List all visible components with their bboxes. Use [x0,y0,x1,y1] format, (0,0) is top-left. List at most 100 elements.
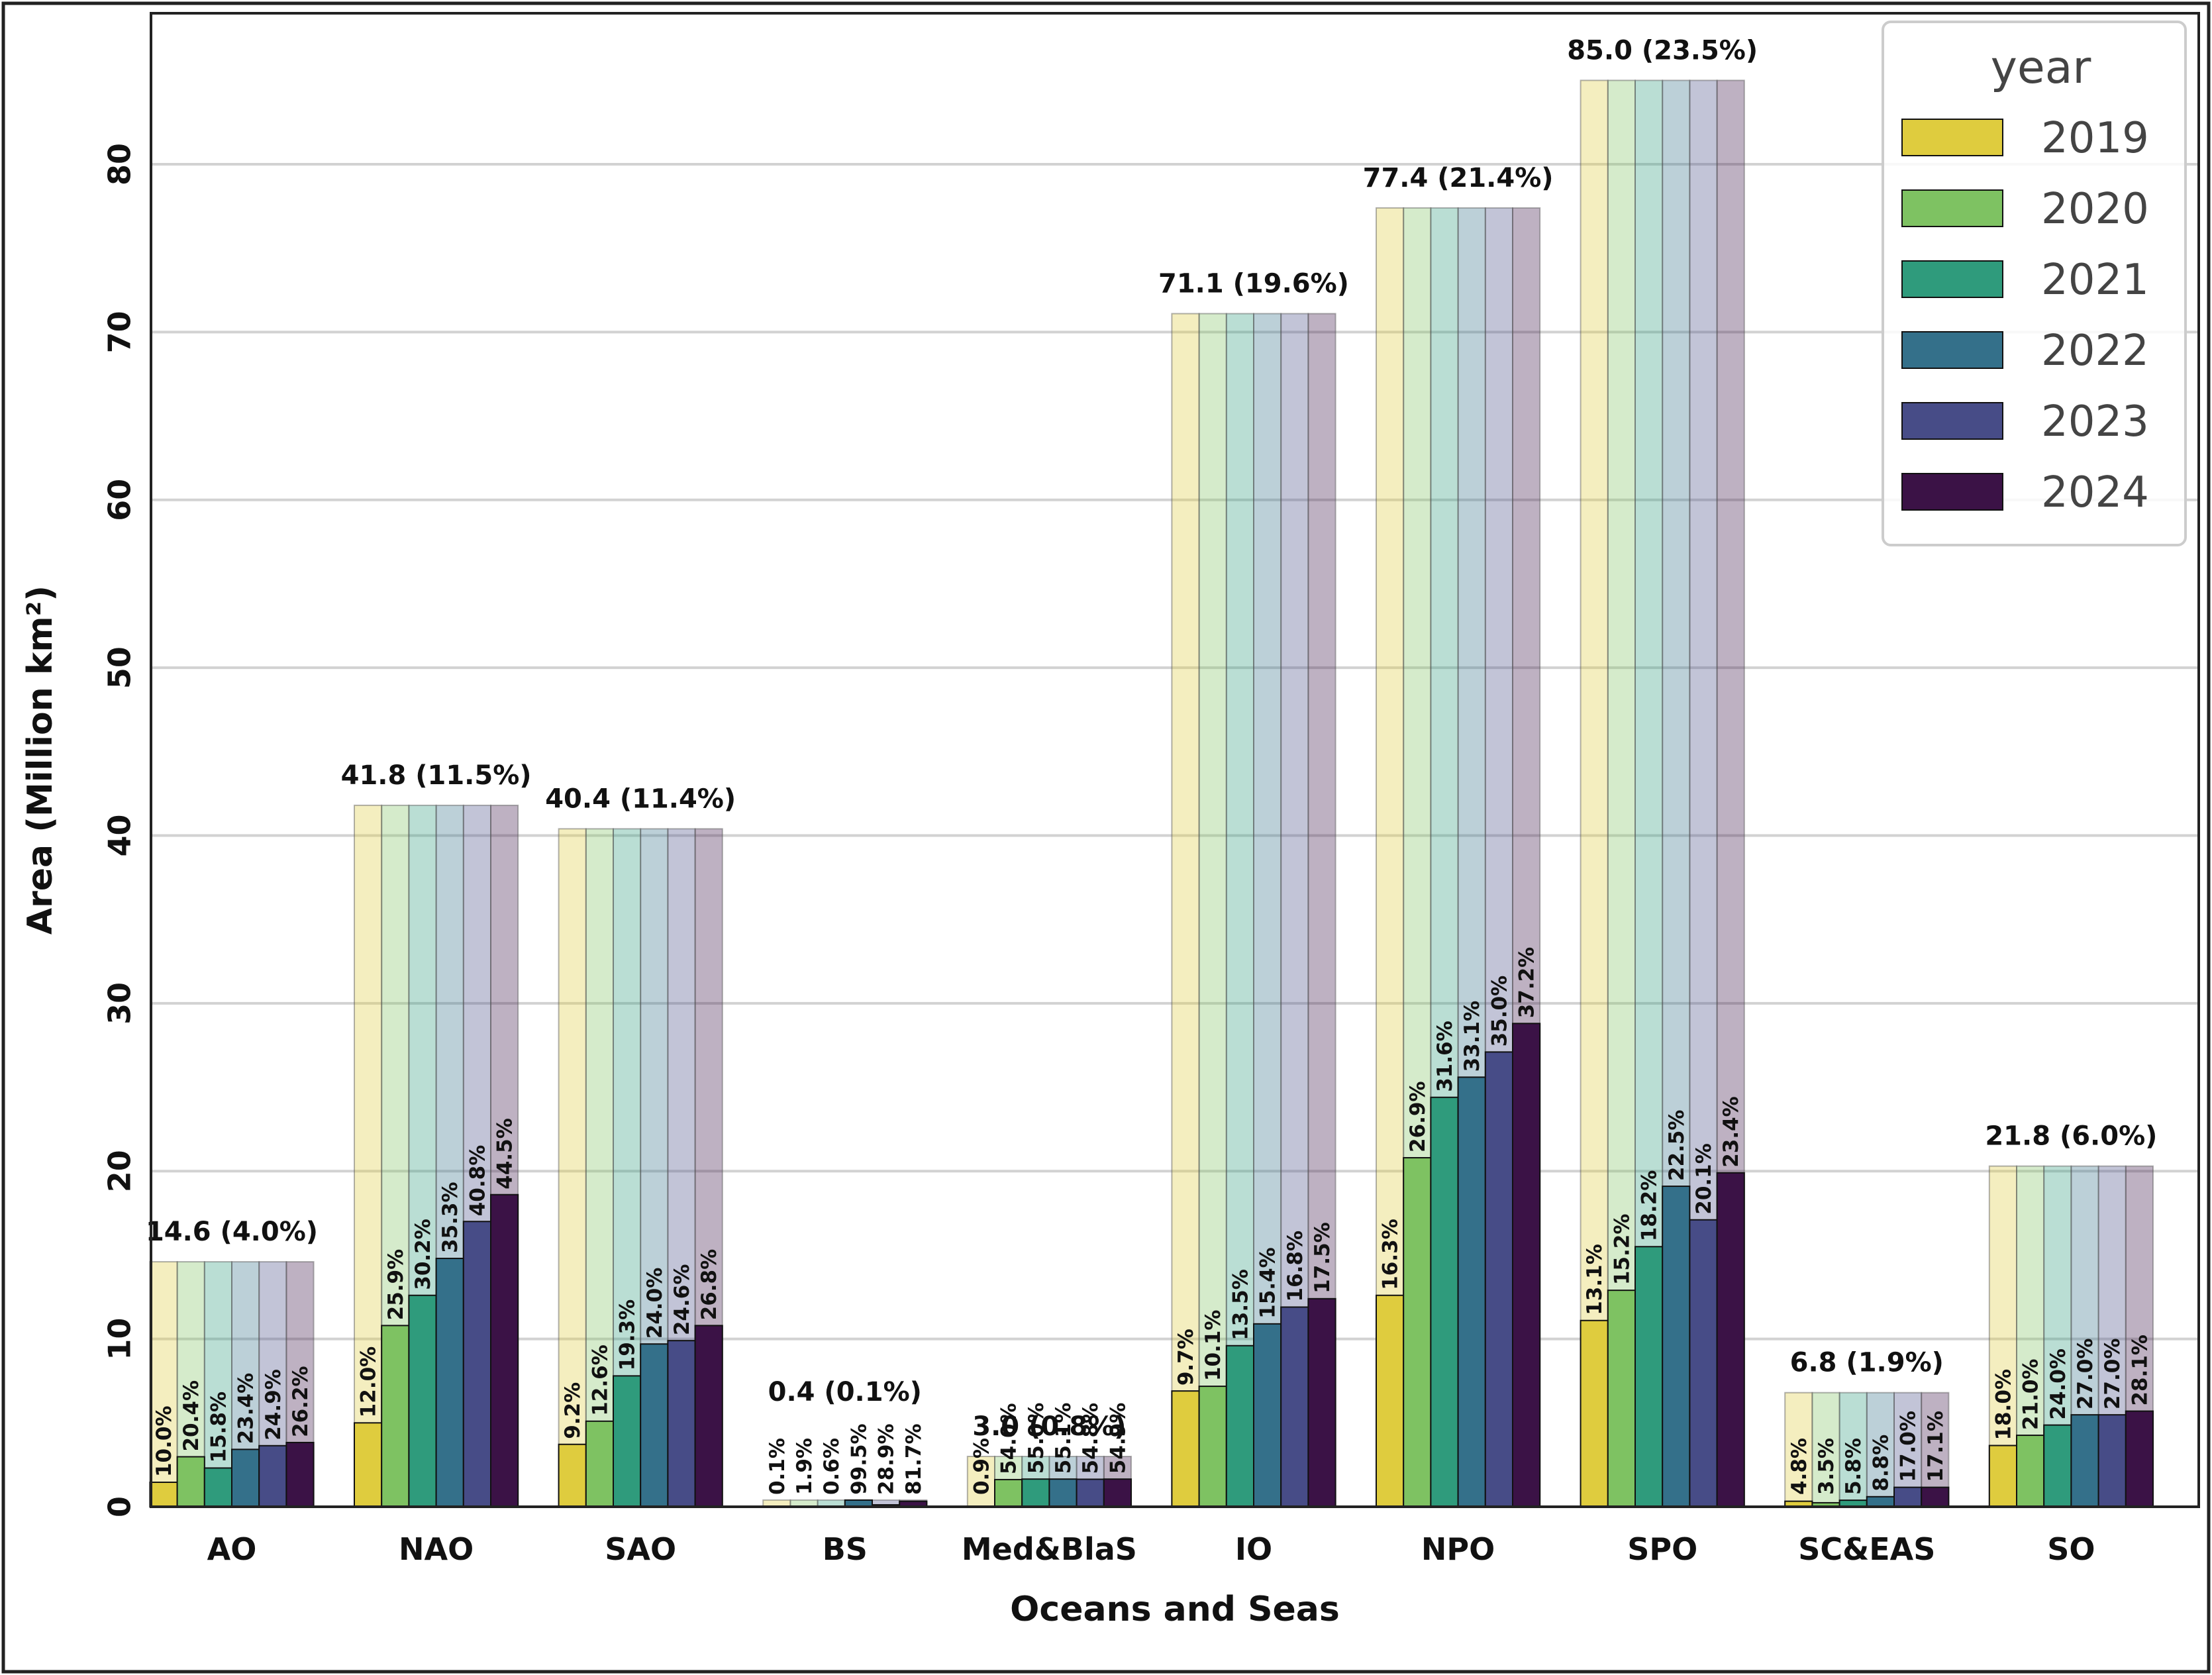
bar-pct-label: 0.1% [766,1438,789,1495]
y-tick-label: 60 [102,479,138,521]
bar-2023 [1484,1051,1514,1507]
legend-label: 2020 [2041,185,2149,234]
legend-label: 2024 [2041,468,2149,517]
bar-2022 [1662,1186,1691,1507]
total-bar-2019 [1784,1392,1813,1507]
bar-2022 [1457,1076,1486,1507]
legend-swatch-2020 [1901,189,2003,227]
total-label: 14.6 (4.0%) [146,1217,318,1247]
bar-pct-label: 19.3% [616,1299,640,1371]
bar-pct-label: 81.7% [902,1423,926,1495]
y-tick-label: 70 [102,311,138,353]
bar-pct-label: 10.0% [152,1405,176,1477]
bar-pct-label: 17.1% [1924,1411,1948,1482]
bar-2024 [1716,1172,1745,1507]
legend-swatch-2021 [1901,260,2003,298]
bar-pct-label: 23.4% [1719,1096,1743,1168]
plot-area-frame [150,12,2200,1508]
bar-2019 [1988,1445,2018,1508]
bar-pct-label: 15.8% [207,1392,230,1463]
bar-pct-label: 1.9% [793,1438,817,1495]
bar-2022 [1048,1478,1078,1508]
bar-pct-label: 17.5% [1311,1222,1334,1294]
bar-2020 [381,1325,410,1507]
bar-pct-label: 26.9% [1406,1081,1430,1152]
bar-pct-label: 4.8% [1787,1438,1811,1495]
bar-2023 [667,1340,696,1508]
total-bar-2020 [585,828,614,1508]
bar-2021 [1634,1246,1664,1507]
bar-pct-label: 15.2% [1610,1214,1634,1286]
y-tick-label: 40 [102,815,138,857]
year-bars [149,1023,2154,1508]
total-bar-2019 [1171,313,1200,1508]
x-tick-label: SPO [1627,1531,1697,1567]
bar-pct-label: 0.6% [820,1438,844,1495]
bar-pct-label: 40.8% [466,1145,489,1217]
axis-ticks: 0 10 20 30 40 50 60 70 80 AO NAO SAO BS Med&BlaS IO NPO… [102,143,2095,1567]
total-label: 6.8 (1.9%) [1790,1348,1944,1378]
bar-pct-label: 18.2% [1638,1170,1662,1242]
data-labels: 10.0% 20.4% 15.8% 23.4% 24.9% 26.2%14.6 (4.0%… [146,35,2158,1495]
bar-2021 [2043,1424,2072,1507]
bar-pct-label: 55.1% [1052,1403,1076,1474]
bar-2020 [1607,1290,1636,1508]
bar-2020 [994,1478,1023,1507]
legend-swatch-2023 [1901,402,2003,440]
bar-pct-label: 13.1% [1583,1244,1607,1315]
bar-2020 [176,1456,205,1508]
bar-pct-label: 55.0% [1025,1403,1048,1474]
bar-2023 [1689,1219,1718,1507]
total-label: 71.1 (19.6%) [1158,269,1349,299]
bar-2024 [694,1325,723,1507]
bar-pct-label: 10.1% [1201,1310,1225,1382]
bar-pct-label: 54.9% [1106,1403,1130,1474]
total-bar-2019 [558,828,587,1508]
bar-2021 [1430,1096,1459,1507]
legend: year 2019 2020 2021 2022 2023 2024 [1882,21,2187,546]
bar-2024 [1103,1478,1132,1508]
legend-label: 2021 [2041,256,2149,305]
bar-pct-label: 26.8% [697,1249,721,1321]
total-bar-2019 [966,1455,996,1508]
bar-pct-label: 13.5% [1229,1269,1252,1341]
y-tick-label: 50 [102,646,138,689]
x-tick-label: NAO [399,1531,474,1567]
bar-2020 [585,1420,614,1508]
bar-pct-label: 9.2% [561,1382,585,1439]
total-bar-2020 [1811,1392,1840,1507]
bar-pct-label: 30.2% [411,1219,435,1290]
y-tick-label: 0 [102,1496,138,1517]
bar-2022 [231,1448,260,1507]
y-tick-label: 20 [102,1150,138,1192]
total-label: 85.0 (23.5%) [1567,35,1758,66]
bar-2023 [2097,1414,2127,1508]
bar-2019 [1171,1390,1200,1507]
legend-title: year [1991,42,2091,94]
bar-2024 [2125,1410,2154,1507]
bar-pct-label: 27.0% [2074,1339,2097,1410]
bar-2021 [408,1294,437,1507]
total-label: 21.8 (6.0%) [1985,1121,2157,1152]
total-label: 0.4 (0.1%) [768,1377,922,1407]
x-tick-label: NPO [1421,1531,1495,1567]
x-tick-label: SAO [605,1531,676,1567]
x-tick-label: AO [207,1531,257,1567]
legend-label: 2023 [2041,397,2149,446]
bar-pct-label: 24.0% [2046,1348,2070,1420]
bar-2024 [1921,1486,1950,1507]
bar-2020 [2016,1435,2045,1507]
bar-2019 [354,1422,383,1508]
bar-pct-label: 24.6% [670,1264,694,1336]
bar-2022 [435,1258,464,1507]
bar-2020 [1198,1386,1227,1508]
bar-pct-label: 9.7% [1174,1329,1198,1386]
bar-pct-label: 33.1% [1460,1001,1484,1072]
bar-pct-label: 5.8% [1842,1438,1866,1495]
bar-pct-label: 99.5% [847,1423,871,1495]
bar-2024 [1307,1297,1336,1507]
bar-pct-label: 3.5% [1815,1438,1838,1495]
bar-2024 [1512,1023,1541,1507]
legend-label: 2022 [2041,327,2149,376]
